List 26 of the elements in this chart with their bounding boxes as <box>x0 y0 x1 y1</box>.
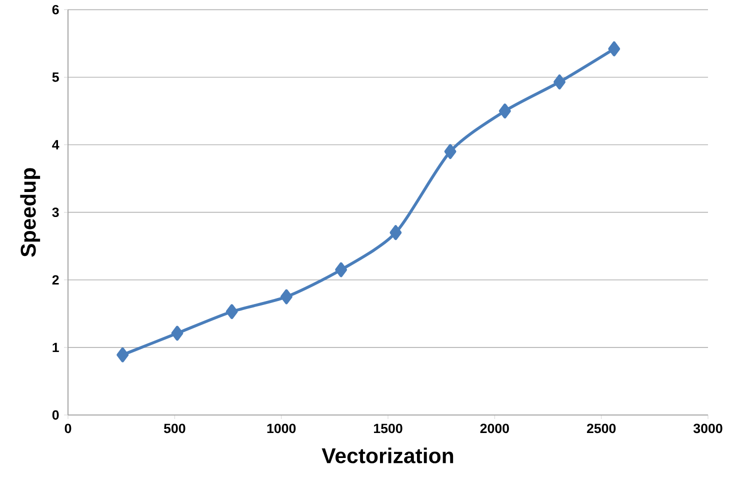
x-tick-label: 2000 <box>480 424 509 434</box>
x-tick-label: 0 <box>64 424 72 434</box>
x-tick-label: 1500 <box>374 424 402 434</box>
point <box>554 74 566 90</box>
x-tick-label: 1000 <box>267 424 296 434</box>
point <box>444 144 456 159</box>
y-tick-label: 3 <box>52 208 59 218</box>
x-tick-label: 2500 <box>586 424 616 434</box>
y-tick-label: 1 <box>52 342 59 352</box>
y-tick-label: 6 <box>52 4 59 14</box>
y-tick-label: 0 <box>52 410 59 420</box>
y-tick-label: 4 <box>52 140 60 150</box>
point <box>116 347 129 362</box>
x-axis-title: Vectorization <box>322 448 454 464</box>
point <box>171 326 184 341</box>
point <box>226 304 238 320</box>
x-tick-label: 500 <box>164 424 186 434</box>
y-tick-label: 5 <box>52 72 59 82</box>
point <box>498 104 511 118</box>
y-tick-label: 2 <box>52 275 59 285</box>
point <box>280 289 292 304</box>
point <box>390 225 402 240</box>
point <box>335 262 348 278</box>
x-tick-label: 3000 <box>693 424 722 434</box>
y-axis-title: Speedup <box>20 168 40 257</box>
point <box>608 41 620 56</box>
